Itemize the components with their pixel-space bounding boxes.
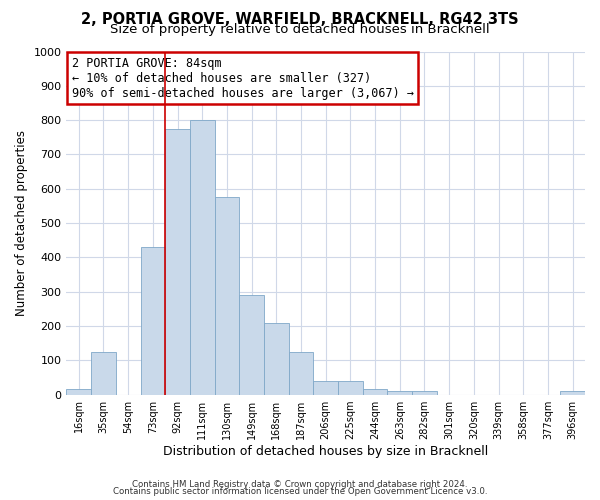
Bar — [190, 120, 215, 394]
Bar — [264, 322, 289, 394]
Bar — [215, 198, 239, 394]
Text: 2, PORTIA GROVE, WARFIELD, BRACKNELL, RG42 3TS: 2, PORTIA GROVE, WARFIELD, BRACKNELL, RG… — [81, 12, 519, 28]
X-axis label: Distribution of detached houses by size in Bracknell: Distribution of detached houses by size … — [163, 444, 488, 458]
Bar — [338, 381, 363, 394]
Bar — [313, 381, 338, 394]
Bar — [560, 391, 585, 394]
Text: Contains public sector information licensed under the Open Government Licence v3: Contains public sector information licen… — [113, 488, 487, 496]
Text: Size of property relative to detached houses in Bracknell: Size of property relative to detached ho… — [110, 22, 490, 36]
Text: 2 PORTIA GROVE: 84sqm
← 10% of detached houses are smaller (327)
90% of semi-det: 2 PORTIA GROVE: 84sqm ← 10% of detached … — [71, 56, 413, 100]
Bar — [67, 390, 91, 394]
Y-axis label: Number of detached properties: Number of detached properties — [15, 130, 28, 316]
Text: Contains HM Land Registry data © Crown copyright and database right 2024.: Contains HM Land Registry data © Crown c… — [132, 480, 468, 489]
Bar — [91, 352, 116, 395]
Bar — [140, 247, 165, 394]
Bar — [289, 352, 313, 395]
Bar — [412, 391, 437, 394]
Bar — [165, 128, 190, 394]
Bar — [388, 391, 412, 394]
Bar — [239, 295, 264, 394]
Bar — [363, 390, 388, 394]
